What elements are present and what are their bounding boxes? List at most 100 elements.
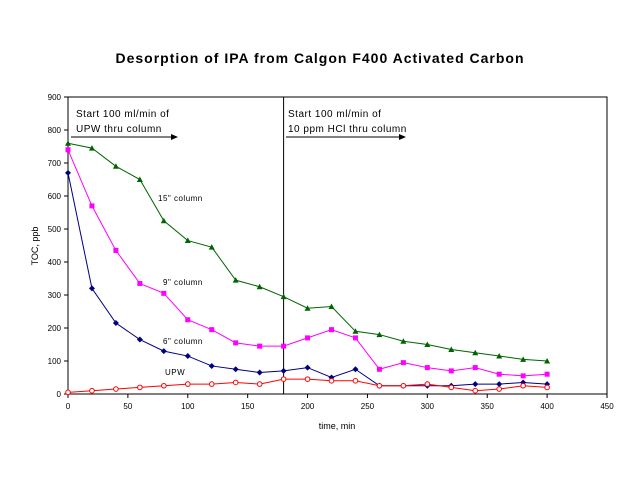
data-point (472, 349, 479, 356)
data-point (233, 340, 239, 346)
data-point (65, 389, 71, 396)
data-point (400, 360, 406, 366)
series-label-upw: UPW (165, 368, 185, 377)
data-point (281, 343, 287, 349)
x-tick-label: 350 (481, 402, 495, 411)
y-tick-label: 900 (48, 93, 62, 102)
data-point (328, 378, 335, 384)
x-axis-label: time, min (319, 421, 356, 431)
data-point (232, 379, 239, 386)
data-point (113, 386, 119, 392)
data-point (232, 366, 239, 373)
data-point (352, 335, 358, 341)
data-point (232, 277, 239, 283)
x-tick-label: 150 (241, 402, 255, 411)
data-point (400, 382, 407, 389)
data-point (280, 293, 287, 300)
data-point (304, 305, 311, 311)
data-point (161, 382, 167, 389)
data-point (88, 285, 95, 292)
y-tick-label: 100 (48, 357, 62, 366)
data-point (520, 373, 526, 379)
data-point (256, 283, 263, 290)
data-point (65, 140, 71, 146)
data-point (448, 346, 455, 352)
data-point (328, 303, 335, 310)
phase2-note-line1: Start 100 ml/min of (288, 109, 381, 120)
phase1-arrowhead (171, 134, 178, 140)
data-point (65, 169, 71, 176)
series-3 (65, 376, 550, 396)
data-point (376, 366, 382, 372)
data-point (472, 365, 478, 371)
data-point (544, 371, 550, 377)
data-point (160, 348, 167, 355)
y-tick-label: 200 (48, 324, 62, 333)
y-axis-label: TOC, ppb (30, 227, 40, 266)
x-tick-label: 0 (66, 402, 71, 411)
data-point (329, 327, 335, 333)
data-point (424, 341, 431, 347)
series-label-15in: 15" column (158, 194, 203, 203)
data-point (424, 381, 431, 387)
data-point (496, 353, 503, 359)
data-point (544, 358, 551, 364)
x-tick-label: 50 (123, 402, 132, 411)
data-point (160, 217, 167, 224)
data-point (185, 317, 191, 323)
y-tick-label: 500 (48, 225, 62, 234)
data-point (256, 381, 263, 387)
y-axis: 0 100 200 300 400 500 600 700 800 900 (48, 93, 68, 399)
data-point (256, 369, 263, 376)
data-point (352, 378, 359, 384)
phase1-note-line2: UPW thru column (76, 124, 162, 135)
series-label-6in: 6" column (163, 337, 203, 346)
data-point (280, 376, 287, 382)
data-point (209, 327, 215, 333)
x-tick-label: 250 (361, 402, 375, 411)
data-point (544, 384, 550, 391)
x-tick-label: 100 (181, 402, 195, 411)
data-point (112, 163, 119, 169)
x-tick-label: 300 (421, 402, 435, 411)
data-point (352, 366, 359, 373)
data-point (400, 338, 407, 344)
data-point (184, 237, 191, 244)
y-tick-label: 700 (48, 159, 62, 168)
data-point (65, 147, 71, 153)
data-point (424, 365, 430, 371)
data-point (136, 336, 143, 343)
data-point (376, 331, 383, 338)
data-point (305, 335, 311, 341)
series-label-9in: 9" column (163, 278, 203, 287)
data-point (184, 381, 191, 387)
chart-title: Desorption of IPA from Calgon F400 Activ… (115, 50, 524, 66)
x-tick-label: 400 (540, 402, 554, 411)
data-point (376, 382, 383, 389)
y-tick-label: 800 (48, 126, 62, 135)
plot-area (67, 96, 608, 395)
series-1 (65, 147, 550, 379)
data-point (112, 320, 119, 327)
x-tick-label: 200 (301, 402, 315, 411)
data-point (208, 362, 215, 369)
series-group (65, 140, 551, 396)
data-point (257, 343, 263, 349)
series-2 (65, 169, 551, 389)
y-tick-label: 300 (48, 291, 62, 300)
data-point (137, 384, 143, 391)
data-point (89, 387, 95, 394)
y-tick-label: 600 (48, 192, 62, 201)
phase2-note-line2: 10 ppm HCl thru column (288, 124, 407, 135)
data-point (448, 384, 455, 391)
phase1-note-line1: Start 100 ml/min of (76, 109, 169, 120)
x-tick-label: 450 (600, 402, 614, 411)
data-point (208, 244, 215, 250)
data-point (472, 381, 479, 388)
data-point (304, 376, 311, 382)
data-point (448, 368, 454, 374)
phase2-arrowhead (399, 134, 406, 140)
data-point (304, 364, 311, 371)
data-point (352, 328, 359, 334)
